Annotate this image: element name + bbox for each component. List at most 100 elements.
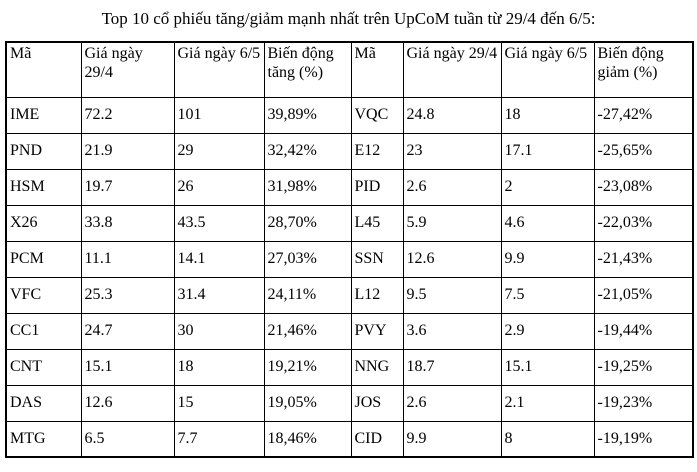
loser-price-6-5-cell: 15.1 [500, 348, 595, 386]
gainer-change-cell: 32,42% [263, 132, 352, 170]
loser-price-29-4-cell: 12.6 [402, 240, 502, 278]
loser-ticker-cell: PVY [350, 312, 404, 350]
gainer-price-6-5-cell: 18 [173, 348, 265, 386]
loser-price-29-4-cell: 9.5 [402, 276, 502, 314]
gainer-price-29-4-cell: 25.3 [80, 276, 175, 314]
loser-ticker-cell: L12 [350, 276, 404, 314]
gainer-price-29-4-cell: 33.8 [80, 204, 175, 242]
loser-ticker-cell: E12 [350, 132, 404, 170]
header-loser-price-29-4: Giá ngày 29/4 [402, 41, 502, 98]
loser-price-29-4-cell: 2.6 [402, 384, 502, 422]
loser-ticker-cell: JOS [350, 384, 404, 422]
gainer-price-6-5-cell: 31.4 [173, 276, 265, 314]
loser-price-6-5-cell: 7.5 [500, 276, 595, 314]
gainer-price-29-4-cell: 12.6 [80, 384, 175, 422]
gainer-change-cell: 24,11% [263, 276, 352, 314]
loser-price-6-5-cell: 18 [500, 96, 595, 134]
table-header-row: Mã Giá ngày 29/4 Giá ngày 6/5 Biến động … [5, 41, 694, 98]
loser-price-29-4-cell: 24.8 [402, 96, 502, 134]
loser-change-cell: -27,42% [593, 96, 694, 134]
loser-ticker-cell: PID [350, 168, 404, 206]
loser-price-6-5-cell: 17.1 [500, 132, 595, 170]
loser-price-6-5-cell: 9.9 [500, 240, 595, 278]
table-row: CC1 24.7 30 21,46% PVY 3.6 2.9 -19,44% [5, 312, 694, 350]
gainer-price-6-5-cell: 30 [173, 312, 265, 350]
header-gainer-price-29-4: Giá ngày 29/4 [80, 41, 175, 98]
gainer-ticker-cell: CC1 [5, 312, 82, 350]
gainer-change-cell: 19,05% [263, 384, 352, 422]
loser-price-6-5-cell: 8 [500, 420, 595, 458]
loser-change-cell: -21,43% [593, 240, 694, 278]
gainer-price-6-5-cell: 14.1 [173, 240, 265, 278]
gainer-ticker-cell: IME [5, 96, 82, 134]
loser-change-cell: -21,05% [593, 276, 694, 314]
gainer-ticker-cell: DAS [5, 384, 82, 422]
gainer-change-cell: 28,70% [263, 204, 352, 242]
table-row: DAS 12.6 15 19,05% JOS 2.6 2.1 -19,23% [5, 384, 694, 422]
loser-price-6-5-cell: 2.1 [500, 384, 595, 422]
table-row: VFC 25.3 31.4 24,11% L12 9.5 7.5 -21,05% [5, 276, 694, 314]
table-row: CNT 15.1 18 19,21% NNG 18.7 15.1 -19,25% [5, 348, 694, 386]
gainer-price-6-5-cell: 7.7 [173, 420, 265, 458]
gainer-price-29-4-cell: 24.7 [80, 312, 175, 350]
table-row: HSM 19.7 26 31,98% PID 2.6 2 -23,08% [5, 168, 694, 206]
header-loser-change: Biến động giảm (%) [593, 41, 694, 98]
loser-ticker-cell: L45 [350, 204, 404, 242]
gainer-ticker-cell: MTG [5, 420, 82, 458]
gainer-price-6-5-cell: 43.5 [173, 204, 265, 242]
gainer-price-29-4-cell: 21.9 [80, 132, 175, 170]
gainer-ticker-cell: VFC [5, 276, 82, 314]
gainer-price-6-5-cell: 26 [173, 168, 265, 206]
gainer-price-29-4-cell: 19.7 [80, 168, 175, 206]
loser-price-6-5-cell: 2.9 [500, 312, 595, 350]
loser-change-cell: -19,44% [593, 312, 694, 350]
gainer-ticker-cell: X26 [5, 204, 82, 242]
gainer-ticker-cell: HSM [5, 168, 82, 206]
header-gainer-change: Biến động tăng (%) [263, 41, 352, 98]
loser-price-29-4-cell: 18.7 [402, 348, 502, 386]
header-gainer-price-6-5: Giá ngày 6/5 [173, 41, 265, 98]
gainer-ticker-cell: PND [5, 132, 82, 170]
gainer-price-29-4-cell: 6.5 [80, 420, 175, 458]
gainer-change-cell: 27,03% [263, 240, 352, 278]
gainer-change-cell: 31,98% [263, 168, 352, 206]
loser-price-29-4-cell: 3.6 [402, 312, 502, 350]
table-row: IME 72.2 101 39,89% VQC 24.8 18 -27,42% [5, 96, 694, 134]
table-row: PND 21.9 29 32,42% E12 23 17.1 -25,65% [5, 132, 694, 170]
gainer-ticker-cell: CNT [5, 348, 82, 386]
loser-change-cell: -19,23% [593, 384, 694, 422]
gainer-change-cell: 19,21% [263, 348, 352, 386]
gainer-ticker-cell: PCM [5, 240, 82, 278]
loser-change-cell: -19,19% [593, 420, 694, 458]
loser-price-6-5-cell: 2 [500, 168, 595, 206]
gainer-change-cell: 18,46% [263, 420, 352, 458]
gainer-price-29-4-cell: 11.1 [80, 240, 175, 278]
header-gainer-ticker: Mã [5, 41, 82, 98]
page-title: Top 10 cổ phiếu tăng/giảm mạnh nhất trên… [101, 9, 596, 28]
header-loser-ticker: Mã [350, 41, 404, 98]
gainer-price-6-5-cell: 29 [173, 132, 265, 170]
top10-upcom-table: Mã Giá ngày 29/4 Giá ngày 6/5 Biến động … [5, 41, 694, 458]
loser-price-6-5-cell: 4.6 [500, 204, 595, 242]
gainer-price-29-4-cell: 15.1 [80, 348, 175, 386]
table-row: X26 33.8 43.5 28,70% L45 5.9 4.6 -22,03% [5, 204, 694, 242]
loser-price-29-4-cell: 23 [402, 132, 502, 170]
loser-price-29-4-cell: 5.9 [402, 204, 502, 242]
loser-change-cell: -23,08% [593, 168, 694, 206]
gainer-change-cell: 39,89% [263, 96, 352, 134]
loser-ticker-cell: SSN [350, 240, 404, 278]
loser-ticker-cell: NNG [350, 348, 404, 386]
gainer-price-29-4-cell: 72.2 [80, 96, 175, 134]
loser-change-cell: -25,65% [593, 132, 694, 170]
gainer-price-6-5-cell: 15 [173, 384, 265, 422]
loser-change-cell: -19,25% [593, 348, 694, 386]
table-row: MTG 6.5 7.7 18,46% CID 9.9 8 -19,19% [5, 420, 694, 458]
gainer-price-6-5-cell: 101 [173, 96, 265, 134]
loser-change-cell: -22,03% [593, 204, 694, 242]
header-loser-price-6-5: Giá ngày 6/5 [500, 41, 595, 98]
loser-price-29-4-cell: 9.9 [402, 420, 502, 458]
loser-price-29-4-cell: 2.6 [402, 168, 502, 206]
loser-ticker-cell: CID [350, 420, 404, 458]
gainer-change-cell: 21,46% [263, 312, 352, 350]
